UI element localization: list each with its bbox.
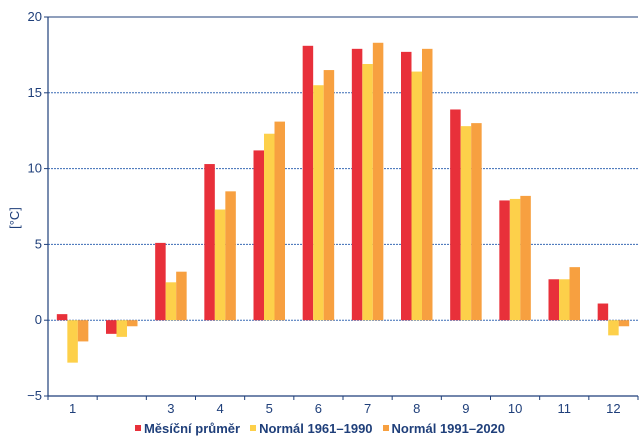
bar-s1-m2: [165, 282, 177, 321]
bar-s0-m10: [548, 279, 559, 321]
y-axis-label: [°C]: [7, 207, 22, 229]
legend-label: Normál 1991–2020: [391, 420, 506, 436]
bar-s2-m3: [225, 191, 236, 321]
y-tick-label: 5: [35, 236, 42, 251]
x-tick-label: 5: [266, 401, 273, 416]
bar-s1-m6: [362, 63, 373, 321]
y-tick-label: 10: [28, 161, 42, 176]
bar-s2-m1: [127, 320, 138, 327]
bar-s1-m5: [313, 85, 324, 321]
x-tick-label: 7: [364, 401, 371, 416]
bar-s0-m5: [302, 45, 314, 321]
legend-label: Normál 1961–1990: [259, 420, 373, 436]
bar-s2-m9: [520, 195, 531, 321]
legend-swatch: [250, 425, 257, 431]
bar-s1-m11: [608, 320, 619, 336]
bar-s0-m4: [253, 150, 264, 321]
bar-s1-m9: [509, 198, 521, 321]
gridlines: [48, 16, 638, 321]
bar-s1-m0: [67, 320, 78, 363]
bar-s2-m7: [422, 48, 433, 321]
bar-s1-m7: [411, 71, 422, 321]
bar-s0-m9: [499, 200, 510, 321]
bar-s2-m5: [323, 70, 335, 321]
legend: Měsíční průměr Normál 1961–1990 Normál 199…: [0, 418, 640, 438]
x-tick-label: 1: [69, 401, 76, 416]
bar-s1-m1: [116, 320, 127, 337]
bar-s2-m4: [274, 121, 285, 321]
legend-item-0: Měsíční průměr: [134, 418, 241, 438]
bar-s2-m2: [176, 271, 187, 321]
x-tick-label: 9: [462, 401, 469, 416]
y-tick-label: 20: [28, 9, 42, 24]
bar-s2-m11: [618, 320, 630, 327]
bar-s0-m8: [450, 109, 461, 321]
x-tick-label: 3: [167, 401, 174, 416]
x-tick-label: 12: [606, 401, 620, 416]
bar-s0-m0: [56, 314, 68, 321]
bar-s1-m10: [559, 279, 570, 321]
bar-s2-m8: [471, 123, 482, 321]
bar-s0-m6: [351, 48, 363, 321]
bar-s1-m3: [214, 209, 226, 321]
y-tick-label: 15: [28, 85, 42, 100]
x-tick-label: 8: [413, 401, 420, 416]
bar-s0-m3: [204, 164, 215, 321]
bar-s0-m7: [401, 51, 412, 321]
y-tick-label: −5: [27, 388, 42, 403]
x-tick-label: 4: [216, 401, 223, 416]
y-tick-label: 0: [35, 312, 42, 327]
x-tick-label: 6: [315, 401, 322, 416]
bars: [56, 42, 630, 363]
legend-swatch: [134, 425, 141, 431]
y-tick-labels: −5 0 5 10 15 20: [27, 9, 42, 403]
bar-s0-m2: [155, 242, 166, 321]
bar-s2-m6: [372, 42, 384, 321]
x-tick-labels: 1 3 4 5 6 7 8 9 10 11 12: [69, 401, 621, 416]
legend-item-1: Normál 1961–1990: [250, 418, 373, 438]
bar-s1-m8: [460, 126, 472, 321]
bar-s2-m0: [77, 320, 89, 342]
x-tick-label: 10: [508, 401, 522, 416]
x-tick-label: 11: [558, 401, 572, 416]
axes: [44, 16, 639, 400]
legend-label: Měsíční průměr: [143, 420, 241, 436]
bar-s0-m1: [106, 320, 117, 334]
bar-s1-m4: [264, 133, 275, 321]
legend-swatch: [382, 425, 389, 431]
bar-s0-m11: [597, 303, 609, 321]
legend-item-2: Normál 1991–2020: [382, 418, 506, 438]
bar-s2-m10: [569, 267, 580, 321]
